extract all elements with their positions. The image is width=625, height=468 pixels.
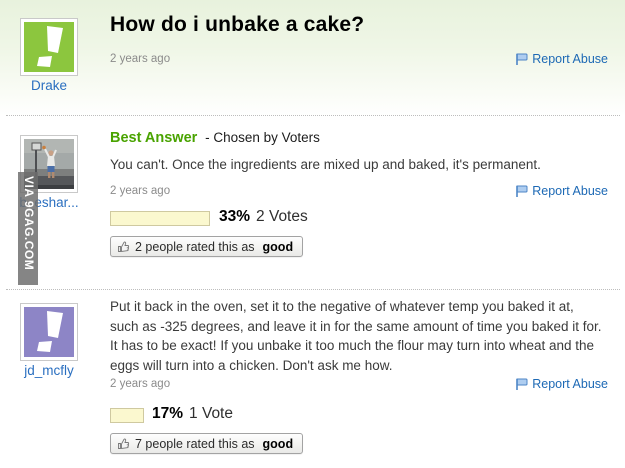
exclamation-avatar-icon (24, 22, 74, 72)
thumbs-up-icon (118, 241, 130, 253)
vote-result: 17% 1 Vote (152, 405, 233, 423)
question-report-abuse-link[interactable]: Report Abuse (515, 52, 608, 66)
report-abuse-label: Report Abuse (532, 377, 608, 391)
vote-percentage-bar (110, 408, 144, 423)
flag-icon (516, 378, 528, 390)
best-answer-badge-row: Best Answer - Chosen by Voters (110, 130, 320, 146)
answer-author-avatar[interactable] (20, 303, 78, 361)
best-answer-badge: Best Answer (110, 130, 198, 146)
answer-section: jd_mcfly Put it back in the oven, set it… (0, 290, 625, 468)
exclamation-avatar-icon (24, 307, 74, 357)
9gag-watermark: VIA 9GAG.COM (18, 172, 38, 285)
rated-good-emphasis: good (262, 239, 294, 254)
best-answer-report-abuse-link[interactable]: Report Abuse (515, 184, 608, 198)
vote-percent: 33% (219, 208, 251, 225)
vote-count: 2 Votes (256, 208, 308, 225)
rated-good-button[interactable]: 2 people rated this as good (110, 236, 304, 257)
question-author-avatar[interactable] (20, 18, 78, 76)
section-divider (6, 289, 620, 290)
thumbs-up-icon (118, 438, 130, 450)
best-answer-chosen-note: - Chosen by Voters (205, 130, 320, 145)
best-answer-timestamp: 2 years ago (110, 185, 171, 197)
watermark-text: VIA 9GAG.COM (22, 176, 36, 271)
question-author-link[interactable]: Drake (30, 78, 67, 93)
vote-percent: 17% (152, 405, 184, 422)
report-abuse-label: Report Abuse (532, 184, 608, 198)
flag-icon (516, 53, 528, 65)
answer-text: Put it back in the oven, set it to the n… (110, 299, 602, 373)
question-title: How do i unbake a cake? (110, 13, 365, 36)
vote-percentage-bar (110, 211, 210, 226)
section-divider (6, 115, 620, 116)
rated-good-text: 2 people rated this as (135, 239, 255, 254)
question-timestamp: 2 years ago (110, 53, 171, 65)
answer-timestamp: 2 years ago (110, 378, 171, 390)
rated-good-button[interactable]: 7 people rated this as good (110, 433, 304, 454)
vote-result: 33% 2 Votes (219, 208, 308, 226)
answer-author-link[interactable]: jd_mcfly (24, 363, 74, 378)
flag-icon (516, 185, 528, 197)
answer-report-abuse-link[interactable]: Report Abuse (515, 377, 608, 391)
vote-count: 1 Vote (189, 405, 233, 422)
report-abuse-label: Report Abuse (532, 52, 608, 66)
question-header: Drake How do i unbake a cake? 2 years ag… (0, 0, 625, 116)
best-answer-section: b_eshar... Best Answer - Chosen by Voter… (0, 116, 625, 290)
rated-good-emphasis: good (262, 436, 294, 451)
best-answer-text: You can't. Once the ingredients are mixe… (110, 157, 541, 172)
rated-good-text: 7 people rated this as (135, 436, 255, 451)
